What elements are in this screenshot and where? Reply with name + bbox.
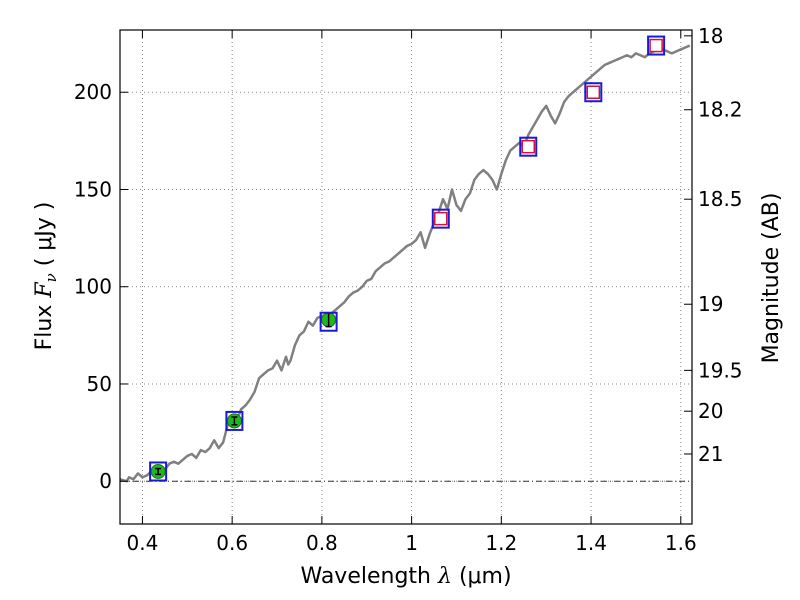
plot-frame: [119, 29, 693, 525]
y-tick-label: 200: [74, 80, 112, 104]
model-spectrum-line: [119, 44, 691, 483]
model-nir-point: [586, 85, 601, 99]
y-axis-label: Flux Fν ( μJy ): [32, 202, 60, 351]
y-tick-label: 100: [74, 275, 112, 299]
model-magnitude-square: [584, 82, 603, 103]
model-magnitude-square: [647, 35, 666, 56]
y-tick-label: 150: [74, 177, 112, 201]
y2-tick-label: 21: [698, 442, 723, 466]
model-magnitude-square: [431, 208, 450, 229]
y2-tick-label: 20: [698, 399, 723, 423]
x-tick-label: 1.2: [485, 531, 517, 555]
x-tick-label: 1: [405, 531, 418, 555]
x-tick-label: 0.6: [216, 531, 248, 555]
y-tick-label: 50: [87, 372, 112, 396]
model-magnitude-square: [519, 136, 538, 157]
y2-tick-label: 18.2: [698, 98, 743, 122]
y2-tick-label: 18.5: [698, 187, 743, 211]
model-magnitude-square: [225, 410, 244, 431]
x-axis-label: Wavelength λ (μm): [300, 564, 511, 589]
y2-tick-label: 19: [698, 292, 723, 316]
x-tick-label: 0.4: [127, 531, 159, 555]
model-magnitude-square: [319, 311, 338, 332]
y2-tick-label: 19.5: [698, 358, 743, 382]
y-tick-label: 0: [99, 469, 112, 493]
data-markers: [149, 35, 666, 482]
x-tick-label: 1.4: [575, 531, 607, 555]
x-tick-label: 1.6: [665, 531, 697, 555]
model-nir-point: [649, 38, 663, 53]
model-magnitude-square: [149, 461, 168, 482]
model-nir-point: [521, 139, 536, 154]
x-tick-label: 0.8: [306, 531, 338, 555]
y2-tick-label: 18: [698, 24, 723, 48]
model-nir-point: [434, 211, 448, 226]
y2-axis-label: Magnitude (AB): [759, 193, 784, 364]
axis-ticks: [120, 30, 692, 524]
